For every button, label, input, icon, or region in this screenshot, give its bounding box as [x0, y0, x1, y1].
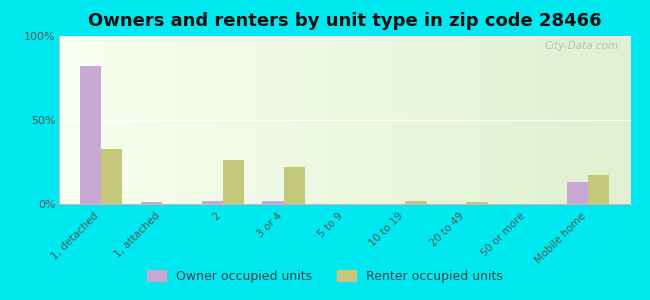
- Bar: [283, 167, 305, 204]
- Bar: [406, 201, 426, 204]
- Bar: [588, 176, 609, 204]
- Bar: [140, 202, 162, 204]
- Text: City-Data.com: City-Data.com: [545, 41, 619, 51]
- Bar: [223, 160, 244, 204]
- Bar: [101, 148, 122, 204]
- Bar: [80, 66, 101, 204]
- Bar: [466, 202, 488, 204]
- Title: Owners and renters by unit type in zip code 28466: Owners and renters by unit type in zip c…: [88, 12, 601, 30]
- Legend: Owner occupied units, Renter occupied units: Owner occupied units, Renter occupied un…: [142, 265, 508, 288]
- Bar: [567, 182, 588, 204]
- Bar: [202, 201, 223, 204]
- Bar: [263, 201, 283, 204]
